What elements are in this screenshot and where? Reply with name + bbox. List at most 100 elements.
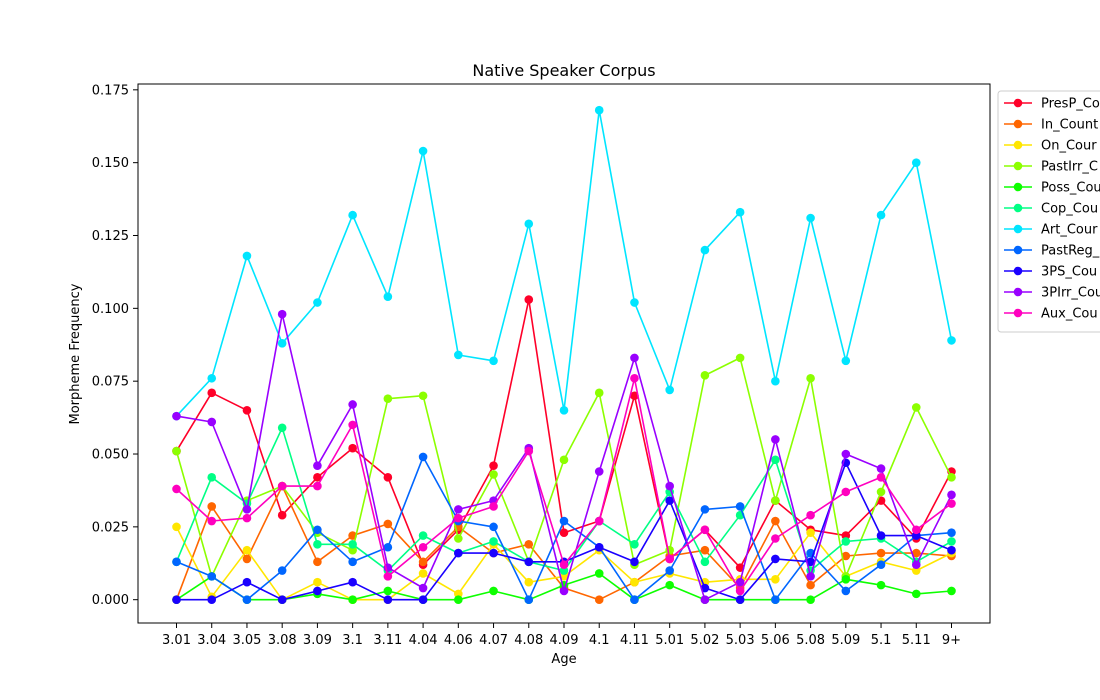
data-point xyxy=(348,210,357,220)
legend-marker xyxy=(1013,182,1023,192)
data-point xyxy=(594,542,604,552)
x-tick-label: 3.08 xyxy=(268,633,297,648)
legend-marker xyxy=(1013,140,1023,150)
data-point xyxy=(630,577,639,587)
data-point xyxy=(559,406,569,415)
y-tick-label: 0.125 xyxy=(92,229,129,244)
data-point xyxy=(559,455,569,465)
data-point xyxy=(489,356,498,366)
legend: PresP_Co In_Count On_Cour PastIrr_C Poss_Cou… xyxy=(997,90,1100,333)
data-point xyxy=(630,298,639,307)
data-point xyxy=(841,551,851,561)
data-point xyxy=(665,385,674,395)
data-point xyxy=(841,586,851,596)
x-tick-label: 4.08 xyxy=(514,633,543,648)
data-point xyxy=(947,537,956,546)
data-point xyxy=(418,569,428,578)
data-point xyxy=(841,574,851,584)
data-point xyxy=(559,528,569,537)
legend-marker xyxy=(1013,287,1023,297)
data-point xyxy=(735,563,745,572)
x-axis: 3.01 3.04 3.05 3.08 3.09 3.1 3.11 4.04 4.06 4.07 4… xyxy=(162,623,961,648)
data-point xyxy=(348,443,357,453)
data-point xyxy=(383,542,393,552)
data-point xyxy=(524,595,534,604)
data-point xyxy=(383,394,393,403)
data-point xyxy=(383,572,393,581)
series-9 xyxy=(172,309,956,604)
legend-label: Poss_Cou xyxy=(1041,181,1100,196)
y-tick-label: 0.100 xyxy=(92,302,129,317)
data-point xyxy=(841,449,851,459)
x-tick-label: 4.1 xyxy=(589,633,610,648)
data-point xyxy=(947,490,956,500)
data-point xyxy=(771,595,780,604)
data-point xyxy=(841,356,851,366)
data-point xyxy=(947,586,956,596)
data-point xyxy=(454,534,463,543)
data-point xyxy=(735,586,745,596)
data-point xyxy=(630,353,639,363)
data-point xyxy=(806,213,815,223)
x-tick-label: 3.05 xyxy=(232,633,261,648)
x-tick-label: 4.11 xyxy=(620,633,649,648)
data-point xyxy=(454,505,463,514)
data-point xyxy=(700,505,710,514)
series-line xyxy=(175,109,953,417)
data-point xyxy=(348,557,357,567)
legend-label: PastIrr_C xyxy=(1041,160,1098,175)
data-point xyxy=(806,572,815,581)
series-layer xyxy=(172,105,956,604)
data-point xyxy=(418,542,428,552)
x-tick-label: 3.01 xyxy=(162,633,191,648)
data-point xyxy=(383,519,393,529)
data-point xyxy=(418,452,428,462)
data-point xyxy=(277,309,287,319)
data-point xyxy=(207,417,217,427)
x-tick-label: 5.08 xyxy=(796,633,825,648)
data-point xyxy=(735,207,745,217)
x-tick-label: 9+ xyxy=(942,633,961,648)
data-point xyxy=(876,464,886,473)
data-point xyxy=(806,373,815,383)
series-3 xyxy=(172,353,956,581)
legend-marker xyxy=(1013,119,1023,129)
data-point xyxy=(242,554,252,564)
data-point xyxy=(700,595,710,604)
legend-label: Cop_Cou xyxy=(1041,202,1098,217)
data-point xyxy=(700,525,710,535)
data-point xyxy=(876,531,886,540)
data-point xyxy=(771,574,780,584)
data-point xyxy=(594,569,604,578)
x-tick-label: 3.09 xyxy=(303,633,332,648)
legend-marker xyxy=(1013,224,1023,234)
legend-label: PastReg_ xyxy=(1041,244,1100,259)
data-point xyxy=(489,548,498,558)
data-point xyxy=(911,589,921,599)
data-point xyxy=(454,595,463,604)
data-point xyxy=(911,548,921,558)
data-point xyxy=(242,595,252,604)
data-point xyxy=(876,580,886,590)
data-point xyxy=(806,528,815,537)
data-point xyxy=(172,595,181,604)
x-tick-label: 5.01 xyxy=(655,633,684,648)
data-point xyxy=(207,502,217,511)
data-point xyxy=(242,513,252,523)
legend-label: 3PIrr_Cou xyxy=(1041,286,1100,301)
x-tick-label: 4.04 xyxy=(409,633,438,648)
data-point xyxy=(172,446,181,456)
data-point xyxy=(489,461,498,470)
data-point xyxy=(313,473,322,482)
legend-marker xyxy=(1013,161,1023,171)
x-tick-label: 5.02 xyxy=(690,633,719,648)
data-point xyxy=(665,580,674,590)
y-axis-label: Morpheme Frequency xyxy=(68,283,83,424)
data-point xyxy=(348,400,357,409)
data-point xyxy=(700,557,710,567)
data-point xyxy=(489,586,498,596)
legend-label: Art_Cour xyxy=(1041,223,1098,238)
series-10 xyxy=(172,373,956,596)
x-tick-label: 4.07 xyxy=(479,633,508,648)
